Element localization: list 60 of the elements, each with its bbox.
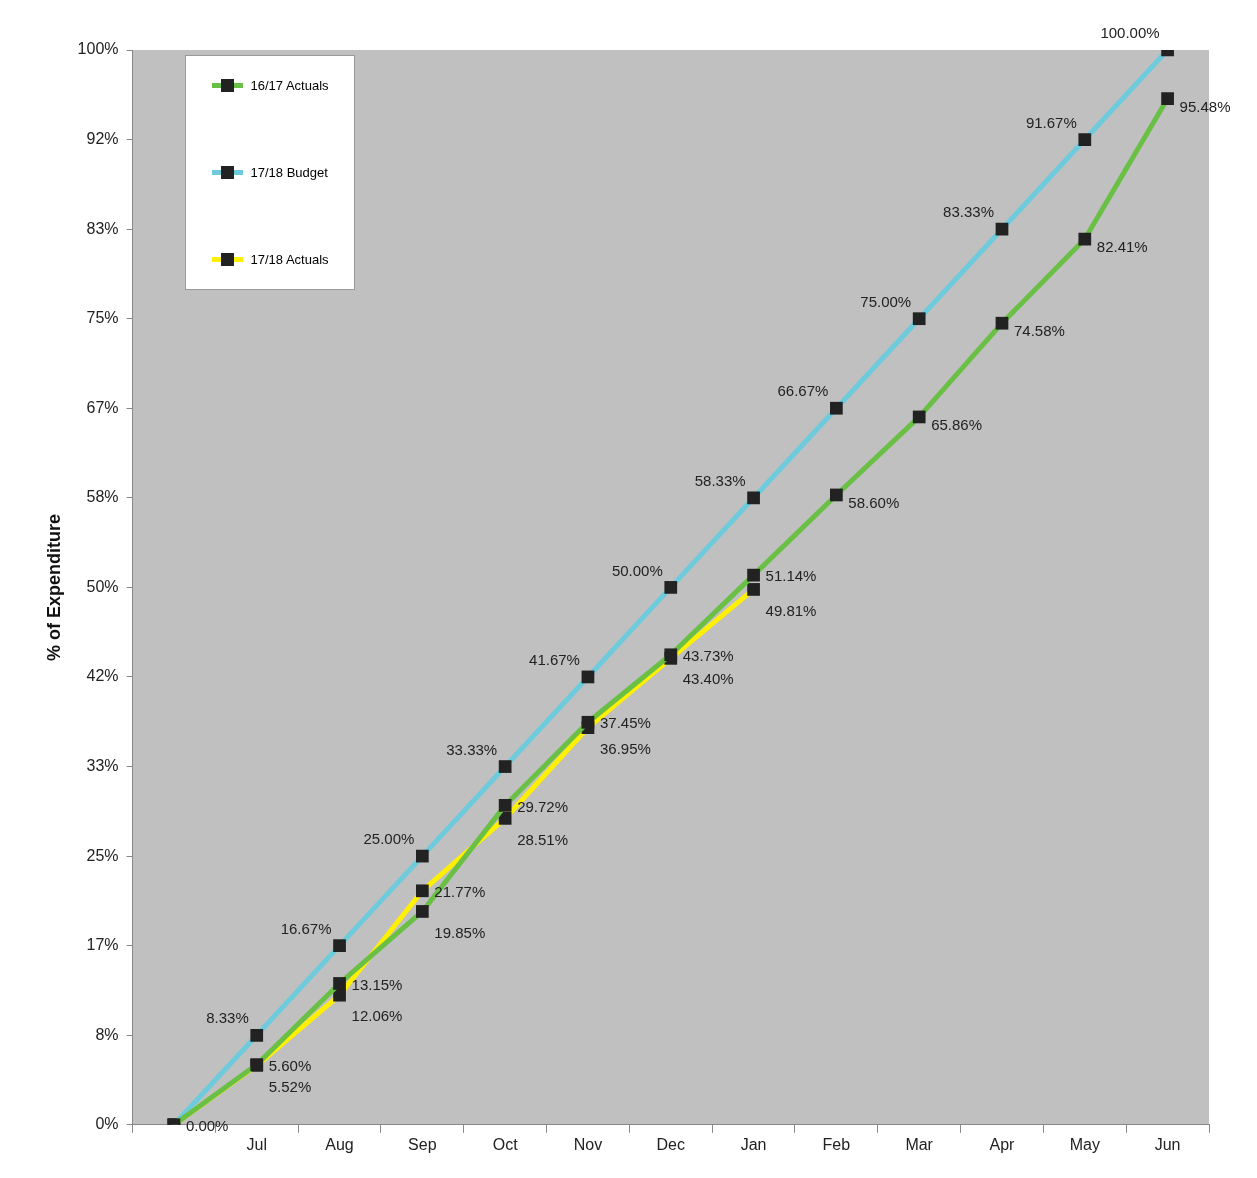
data-label: 75.00% (860, 292, 912, 310)
x-tick-label: May (1069, 1135, 1100, 1153)
x-tick-label: Aug (325, 1135, 354, 1153)
x-tick-label: Sep (408, 1135, 437, 1153)
y-tick-label: 0% (95, 1115, 119, 1133)
y-tick-label: 25% (86, 846, 119, 864)
y-tick-label: 42% (86, 667, 119, 685)
x-tick-label: Nov (573, 1135, 603, 1153)
legend-label: 17/18 Actuals (250, 252, 329, 267)
data-label: 100.00% (1100, 24, 1160, 42)
data-label: 43.73% (682, 646, 734, 664)
data-label: 65.86% (931, 416, 983, 434)
legend-label: 17/18 Budget (250, 165, 328, 180)
data-label: 91.67% (1025, 113, 1077, 131)
y-tick-label: 100% (77, 40, 119, 58)
data-label: 0.00% (185, 1116, 229, 1134)
data-label: 83.33% (943, 203, 994, 221)
data-label: 29.72% (517, 797, 569, 815)
x-tick-label: Jul (246, 1135, 267, 1153)
data-label: 25.00% (363, 830, 415, 848)
data-label: 58.33% (694, 472, 746, 490)
data-label: 41.67% (529, 651, 580, 669)
legend-label: 16/17 Actuals (250, 78, 329, 93)
data-label: 66.67% (777, 382, 829, 400)
data-label: 82.41% (1096, 238, 1148, 256)
y-tick-label: 83% (86, 219, 119, 237)
y-tick-label: 17% (86, 936, 119, 954)
data-label: 19.85% (434, 923, 486, 941)
x-tick-label: Oct (492, 1135, 519, 1153)
x-tick-label: Feb (822, 1135, 851, 1153)
data-label: 95.48% (1179, 97, 1231, 115)
y-tick-label: 33% (86, 756, 119, 774)
data-label: 50.00% (611, 561, 663, 579)
data-label: 33.33% (446, 740, 498, 758)
data-label: 51.14% (765, 567, 817, 585)
x-tick-label: Jan (740, 1135, 767, 1153)
data-label: 36.95% (599, 739, 651, 757)
y-tick-label: 8% (95, 1025, 119, 1043)
data-label: 37.45% (599, 714, 651, 732)
data-label: 8.33% (206, 1009, 249, 1027)
x-tick-label: Apr (989, 1135, 1016, 1153)
y-tick-label: 58% (86, 488, 119, 506)
data-label: 13.15% (351, 975, 403, 993)
x-tick-label: Jun (1154, 1135, 1181, 1153)
data-label: 28.51% (517, 830, 569, 848)
y-tick-label: 75% (86, 309, 119, 327)
data-label: 16.67% (280, 919, 332, 937)
data-label: 43.40% (682, 670, 734, 688)
data-label: 49.81% (765, 601, 817, 619)
y-tick-label: 67% (86, 398, 119, 416)
y-tick-label: 50% (86, 577, 119, 595)
y-axis-title: % of Expenditure (43, 513, 64, 661)
x-tick-label: Mar (905, 1135, 934, 1153)
x-tick-label: Dec (656, 1135, 685, 1153)
y-tick-label: 92% (86, 129, 119, 147)
data-label: 12.06% (351, 1007, 403, 1025)
data-label: 74.58% (1013, 322, 1065, 340)
data-label: 58.60% (848, 494, 900, 512)
data-label: 5.60% (268, 1056, 312, 1074)
data-label: 5.52% (268, 1077, 312, 1095)
